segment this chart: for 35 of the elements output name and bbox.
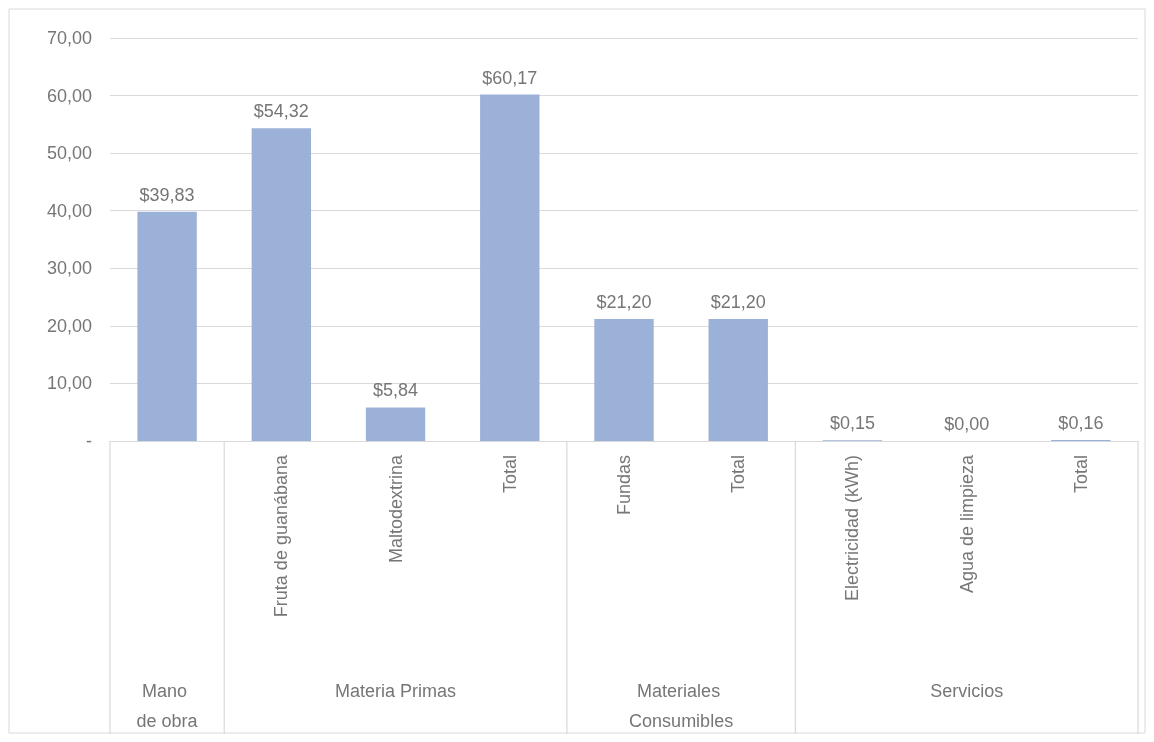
x-tick-label: Fundas <box>614 455 634 516</box>
text: Servicios <box>930 681 1004 701</box>
y-tick-label: 30,00 <box>46 258 92 279</box>
bar <box>708 318 768 441</box>
y-tick-label: 50,00 <box>46 143 92 164</box>
y-tick-label: 70,00 <box>46 28 92 48</box>
x-tick-label: Agua de limpieza <box>956 454 977 594</box>
y-tick-label: 60,00 <box>46 85 92 106</box>
x-tick-label: Electricidad (kWh) <box>842 455 863 602</box>
x-tick-label: Maltodextrina <box>385 454 406 564</box>
data-label: $5,84 <box>373 380 419 401</box>
x-tick-label: Total <box>499 455 520 494</box>
bar <box>251 128 312 441</box>
data-label: $0,16 <box>1058 413 1104 434</box>
y-tick-label: 20,00 <box>46 315 92 336</box>
y-tick-label: - <box>86 431 92 451</box>
bar <box>365 407 426 441</box>
bar <box>137 211 197 441</box>
y-tick-label: 10,00 <box>46 373 92 394</box>
data-label: $0,00 <box>944 414 990 434</box>
data-label: $21,20 <box>596 291 652 312</box>
x-tick-label: Total <box>728 455 749 494</box>
data-label: $0,15 <box>829 413 875 434</box>
y-tick-label: 40,00 <box>46 200 92 221</box>
data-label: $60,17 <box>482 67 538 88</box>
data-label: $21,20 <box>710 291 766 312</box>
text: Materiales Consumibles <box>629 681 734 731</box>
bar <box>594 318 654 441</box>
x-tick-label: Total <box>1070 455 1091 494</box>
data-label: $54,32 <box>253 101 309 122</box>
data-label: $39,83 <box>139 184 195 205</box>
bar <box>480 94 540 441</box>
text: Materia Primas <box>335 681 457 701</box>
x-tick-label: Fruta de guanábana <box>271 454 292 618</box>
text: Mano de obra <box>136 681 199 731</box>
